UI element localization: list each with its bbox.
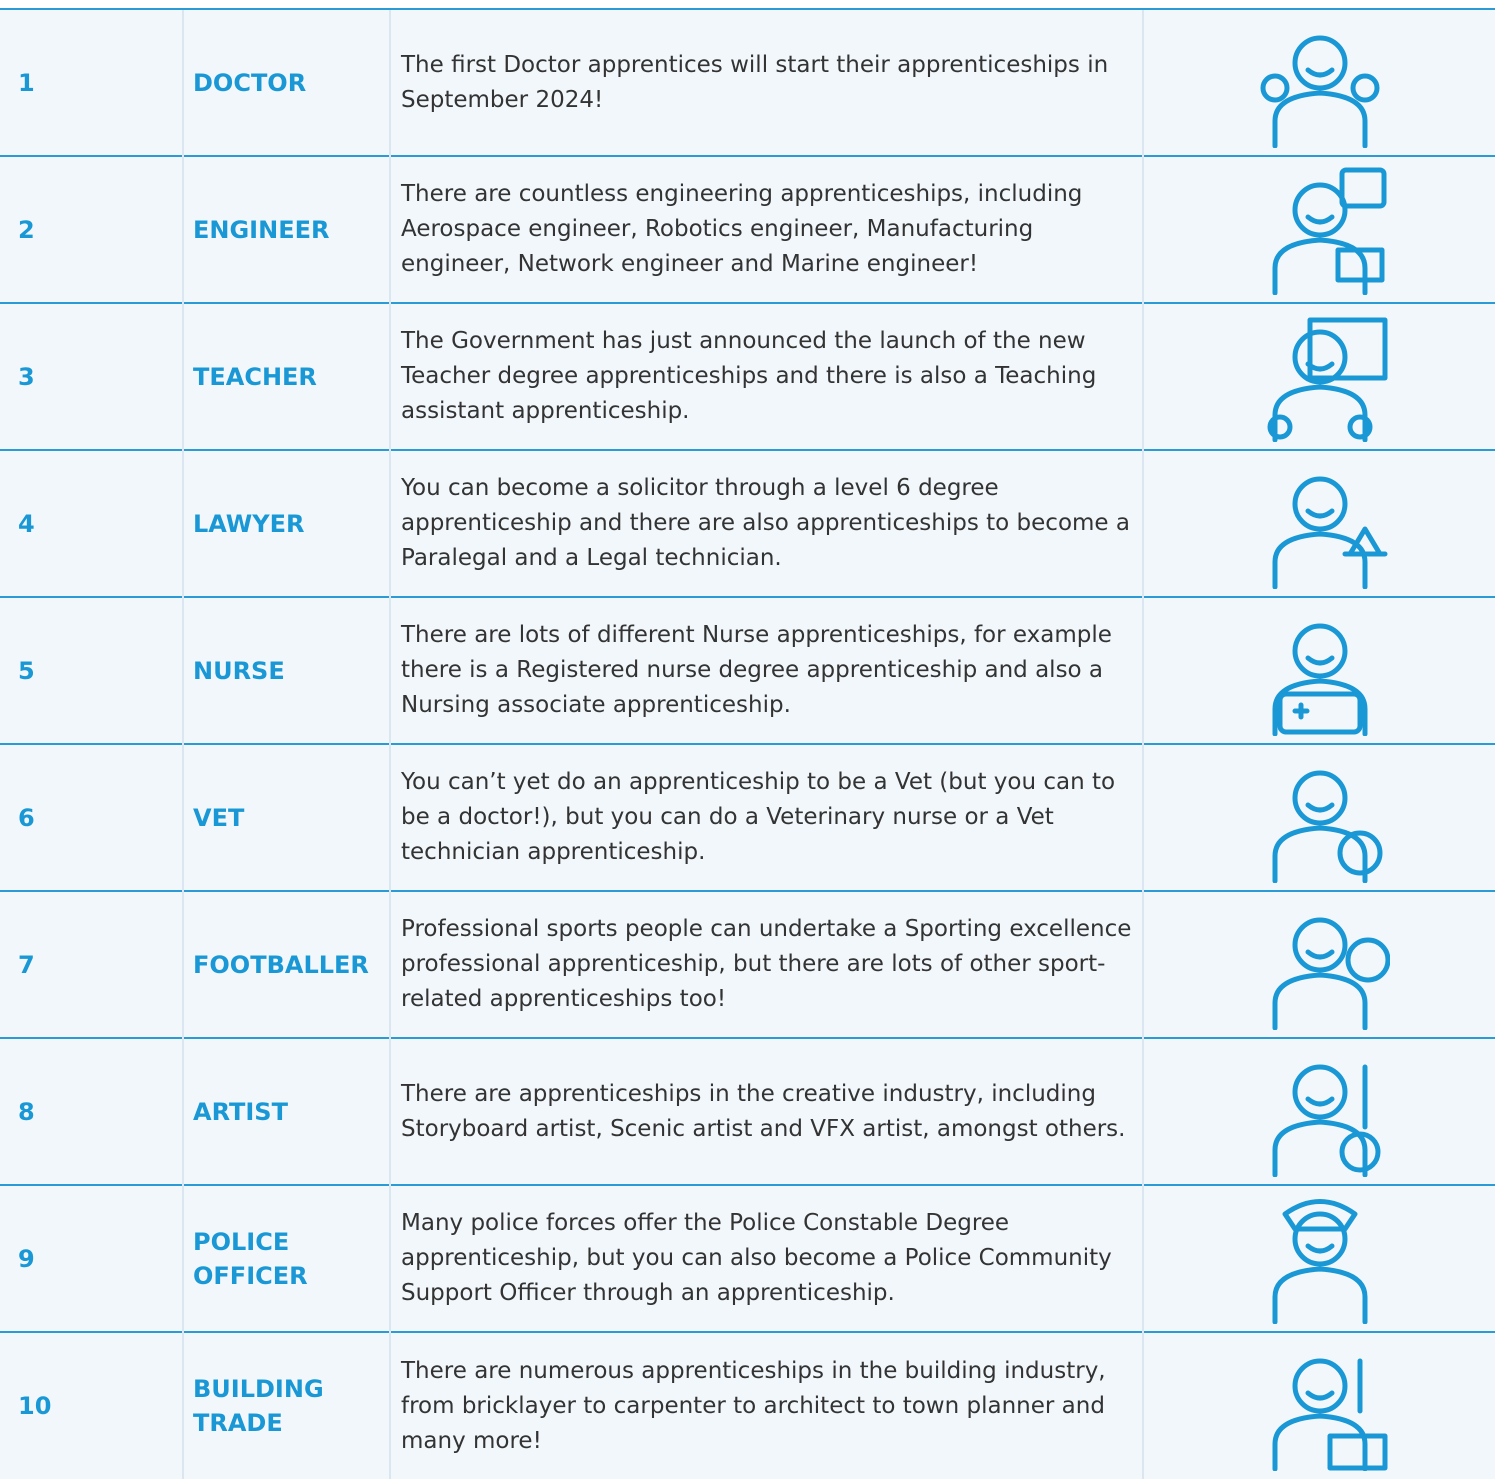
icon-cell [1142, 8, 1495, 156]
job-title: POLICE OFFICER [182, 1184, 390, 1332]
table-wrap: 1 DOCTOR The first Doctor apprentices will… [0, 8, 1495, 1479]
row-number: 1 [0, 8, 183, 156]
icon-cell [1142, 1331, 1495, 1479]
table-row: 2 ENGINEER There are countless engineering… [0, 155, 1495, 303]
job-title: TEACHER [182, 302, 390, 450]
job-title: NURSE [182, 596, 390, 744]
job-icon [1272, 1064, 1381, 1177]
table-row: 8 ARTIST There are apprenticeships in the … [0, 1037, 1495, 1185]
row-number: 3 [0, 302, 183, 450]
icon-cell [1142, 596, 1495, 744]
job-icon [1272, 917, 1390, 1030]
table-row: 4 LAWYER You can become a solicitor throug… [0, 449, 1495, 597]
job-description: There are apprenticeships in the creativ… [389, 1037, 1143, 1185]
icon-cell [1142, 155, 1495, 303]
icon-cell [1142, 743, 1495, 891]
table-row: 1 DOCTOR The first Doctor apprentices will… [0, 8, 1495, 156]
careers-table: 1 DOCTOR The first Doctor apprentices will… [0, 8, 1495, 1479]
table-row: 10 BUILDING TRADE There are numerous appre… [0, 1331, 1495, 1479]
job-description: Many police forces offer the Police Cons… [389, 1184, 1143, 1332]
row-number: 2 [0, 155, 183, 303]
row-number: 8 [0, 1037, 183, 1185]
job-icon [1272, 1358, 1388, 1471]
job-description: Professional sports people can undertake… [389, 890, 1143, 1038]
table-row: 5 NURSE There are lots of different Nurse … [0, 596, 1495, 744]
job-icon [1272, 167, 1387, 295]
job-icon [1260, 35, 1380, 148]
icon-cell [1142, 890, 1495, 1038]
table-row: 9 POLICE OFFICER Many police forces offer … [0, 1184, 1495, 1332]
job-title: ARTIST [182, 1037, 390, 1185]
table-body: 1 DOCTOR The first Doctor apprentices will… [0, 8, 1495, 1479]
job-title: FOOTBALLER [182, 890, 390, 1038]
row-number: 4 [0, 449, 183, 597]
job-icon [1272, 476, 1388, 589]
row-number: 5 [0, 596, 183, 744]
row-number: 7 [0, 890, 183, 1038]
icon-cell [1142, 1037, 1495, 1185]
job-description: There are countless engineering apprenti… [389, 155, 1143, 303]
table-row: 3 TEACHER The Government has just announce… [0, 302, 1495, 450]
row-number: 9 [0, 1184, 183, 1332]
row-number: 10 [0, 1331, 183, 1479]
job-description: You can become a solicitor through a lev… [389, 449, 1143, 597]
job-description: The first Doctor apprentices will start … [389, 8, 1143, 156]
job-description: There are lots of different Nurse appren… [389, 596, 1143, 744]
row-number: 6 [0, 743, 183, 891]
job-description: You can’t yet do an apprenticeship to be… [389, 743, 1143, 891]
job-title: VET [182, 743, 390, 891]
table-row: 6 VET You can’t yet do an apprenticeship t… [0, 743, 1495, 891]
job-title: LAWYER [182, 449, 390, 597]
job-title: ENGINEER [182, 155, 390, 303]
job-description: The Government has just announced the la… [389, 302, 1143, 450]
icon-cell [1142, 302, 1495, 450]
job-icon [1272, 623, 1368, 736]
job-title: BUILDING TRADE [182, 1331, 390, 1479]
table-row: 7 FOOTBALLER Professional sports people ca… [0, 890, 1495, 1038]
job-icon [1267, 317, 1388, 442]
job-icon [1272, 1198, 1368, 1324]
icon-cell [1142, 1184, 1495, 1332]
job-icon [1272, 770, 1383, 883]
job-description: There are numerous apprenticeships in th… [389, 1331, 1143, 1479]
icon-cell [1142, 449, 1495, 597]
job-title: DOCTOR [182, 8, 390, 156]
